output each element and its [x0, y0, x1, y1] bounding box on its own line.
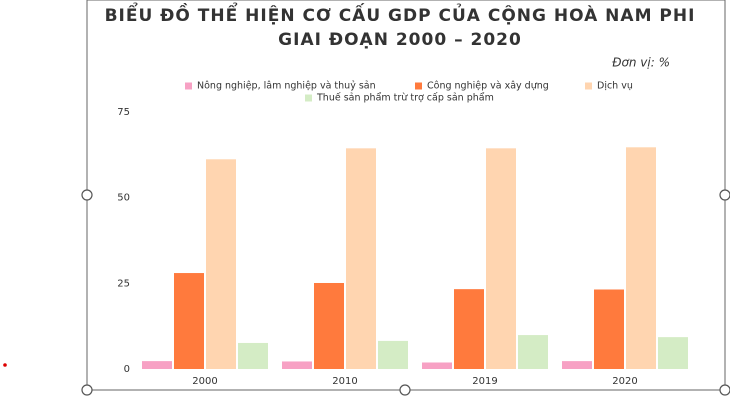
bar: [518, 335, 548, 369]
handle[interactable]: [719, 189, 730, 201]
legend-swatch: [415, 82, 422, 90]
bar: [378, 340, 408, 369]
legend-swatch: [305, 94, 312, 102]
legend-swatch: [585, 82, 592, 90]
x-tick-label: 2000: [192, 376, 217, 387]
y-tick-label: 0: [124, 364, 130, 375]
chart-title: BIỂU ĐỒ THỂ HIỆN CƠ CẤU GDP CỦA CỘNG HOÀ…: [105, 1, 696, 26]
handle[interactable]: [81, 384, 93, 396]
unit-note: Đơn vị: %: [612, 56, 670, 70]
y-tick-label: 75: [117, 107, 130, 118]
chart-subtitle: GIAI ĐOẠN 2000 – 2020: [278, 30, 522, 50]
legend-label: Dịch vụ: [597, 81, 633, 92]
handle[interactable]: [81, 189, 93, 201]
bar: [486, 148, 516, 369]
y-tick-label: 50: [117, 193, 130, 204]
bar: [282, 361, 312, 369]
bar: [238, 342, 268, 369]
handle[interactable]: [719, 384, 730, 396]
bar: [174, 273, 204, 369]
legend-label: Công nghiệp và xây dựng: [427, 81, 549, 92]
bar: [454, 289, 484, 369]
bar: [626, 147, 656, 369]
bar: [594, 289, 624, 369]
y-tick-label: 25: [117, 278, 130, 289]
bar: [658, 337, 688, 369]
legend-label: Thuế sản phẩm trừ trợ cấp sản phẩm: [316, 93, 494, 104]
bar: [346, 148, 376, 369]
bar: [206, 159, 236, 369]
bar: [314, 282, 344, 369]
bar: [422, 362, 452, 369]
x-tick-label: 2019: [472, 376, 497, 387]
bar: [562, 361, 592, 369]
x-tick-label: 2020: [612, 376, 637, 387]
dot: [3, 363, 7, 367]
bar: [142, 361, 172, 369]
x-tick-label: 2010: [332, 376, 357, 387]
legend-label: Nông nghiệp, lâm nghiệp và thuỷ sản: [197, 81, 376, 92]
legend-swatch: [185, 82, 192, 90]
handle[interactable]: [399, 384, 411, 396]
